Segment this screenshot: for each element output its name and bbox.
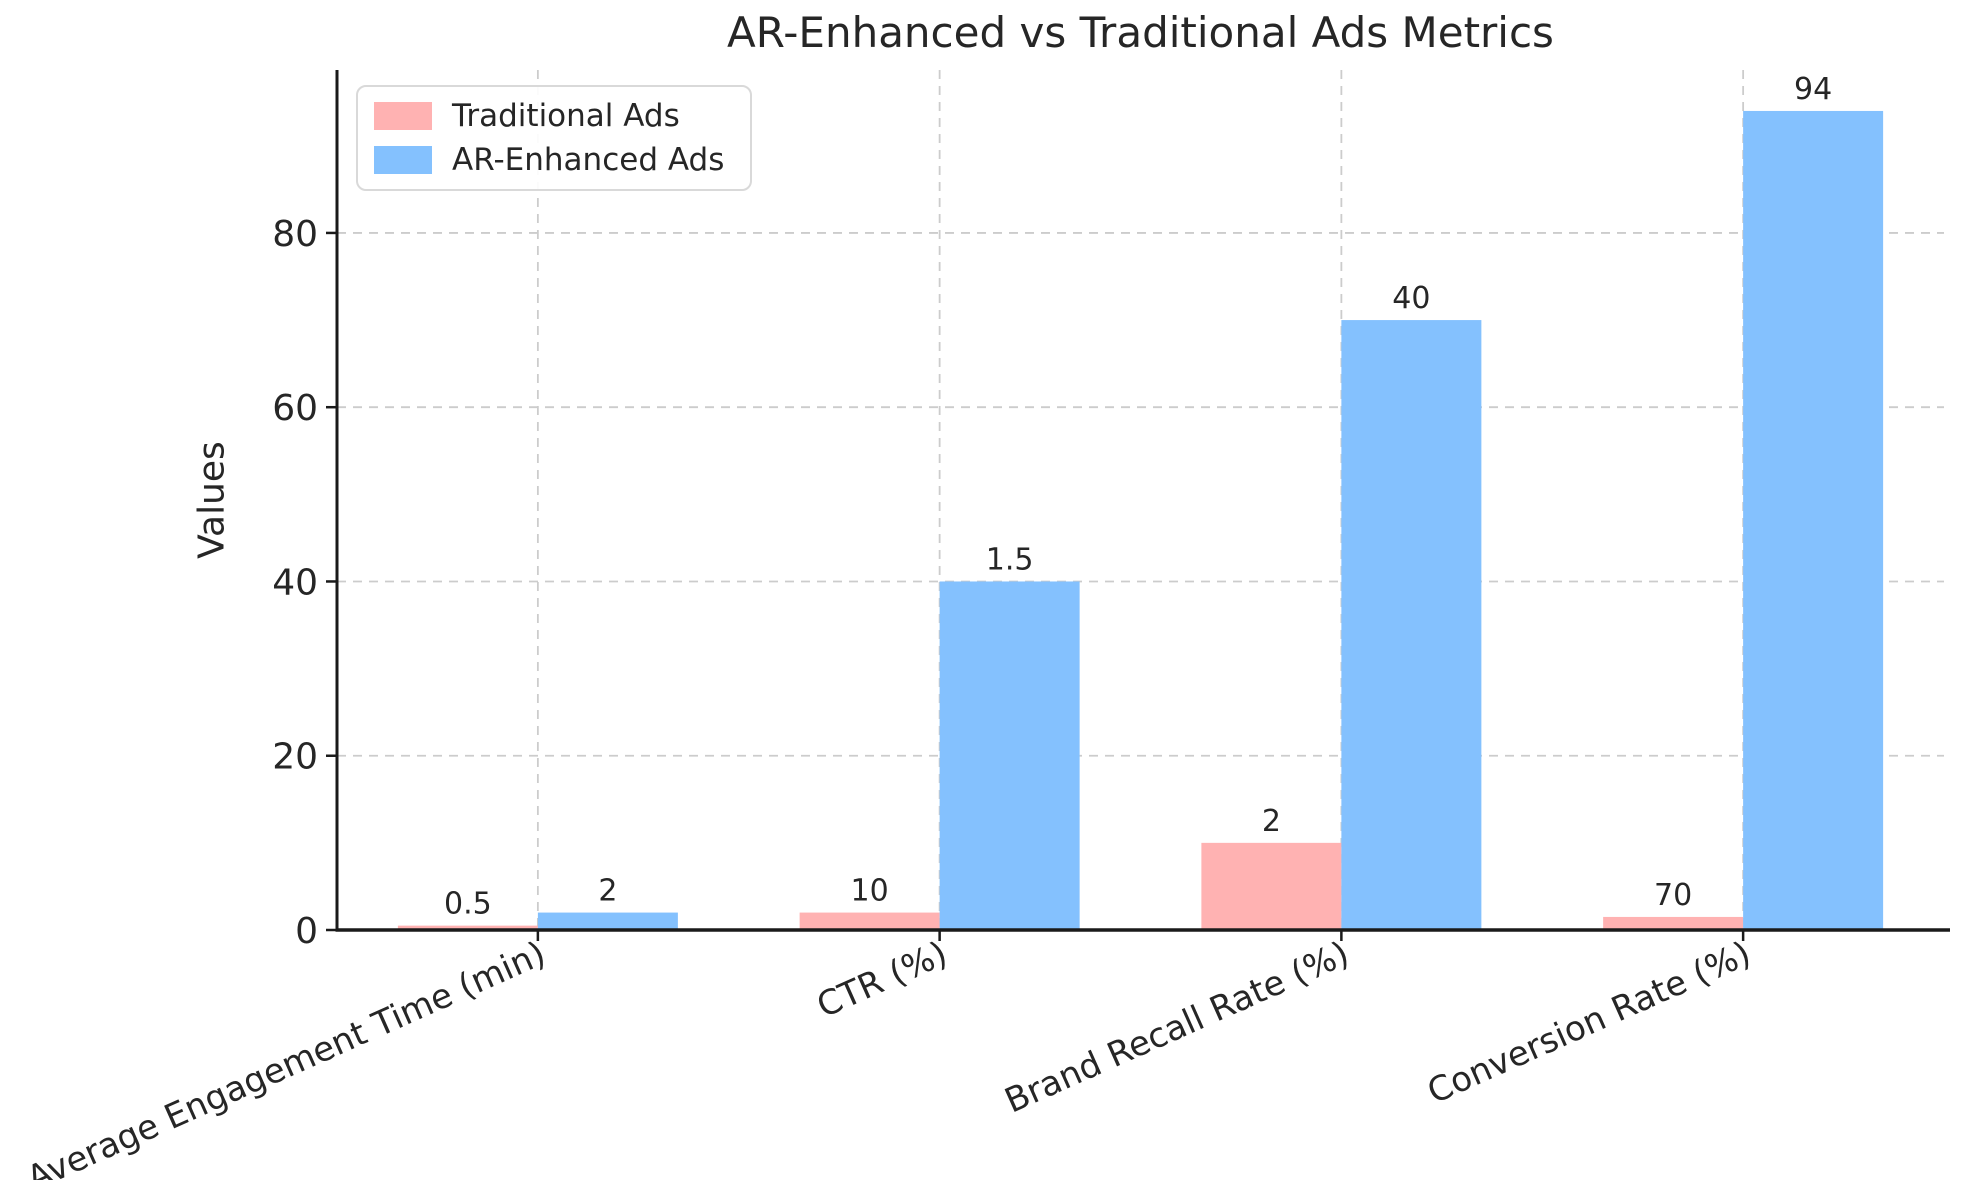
legend-item-ar-enhanced-ads: AR-Enhanced Ads [374,143,724,177]
y-tick-label-60: 60 [272,388,318,429]
bar-value-label-1-1: 1.5 [986,542,1034,577]
chart-title: AR-Enhanced vs Traditional Ads Metrics [727,8,1554,57]
bar-value-label-2-0: 2 [1262,804,1281,839]
legend-swatch-traditional-ads [374,102,432,131]
legend-label-ar-enhanced-ads: AR-Enhanced Ads [452,142,725,179]
bar-ar-enhanced-ads-2 [1341,320,1482,930]
y-tick-label-80: 80 [272,214,318,255]
bar-value-label-3-0: 70 [1654,878,1692,913]
bar-value-label-0-0: 0.5 [444,887,492,922]
x-tick-label-1: CTR (%) [811,934,953,1027]
bar-traditional-ads-1 [799,912,940,930]
bar-traditional-ads-3 [1603,916,1744,930]
y-tick-label-20: 20 [272,737,318,778]
y-tick-label-40: 40 [272,562,318,603]
bar-ar-enhanced-ads-0 [537,912,678,930]
legend: Traditional Ads AR-Enhanced Ads [356,85,753,192]
x-tick-label-3: Conversion Rate (%) [1422,934,1757,1113]
legend-label-traditional-ads: Traditional Ads [452,98,680,134]
bar-traditional-ads-2 [1201,842,1342,930]
bar-ar-enhanced-ads-3 [1743,110,1884,930]
legend-item-traditional-ads: Traditional Ads [374,99,724,133]
x-tick-label-0: Average Engagement Time (min) [21,934,551,1180]
x-tick-label-2: Brand Recall Rate (%) [999,934,1355,1122]
bar-ar-enhanced-ads-1 [939,581,1080,930]
legend-swatch-ar-enhanced-ads [374,146,432,175]
bar-traditional-ads-0 [397,925,538,930]
bar-value-label-1-0: 10 [851,874,889,909]
bar-value-label-3-1: 94 [1794,72,1832,107]
y-tick-label-0: 0 [295,911,318,952]
bar-value-label-2-1: 40 [1392,281,1430,316]
bar-value-label-0-1: 2 [598,874,617,909]
